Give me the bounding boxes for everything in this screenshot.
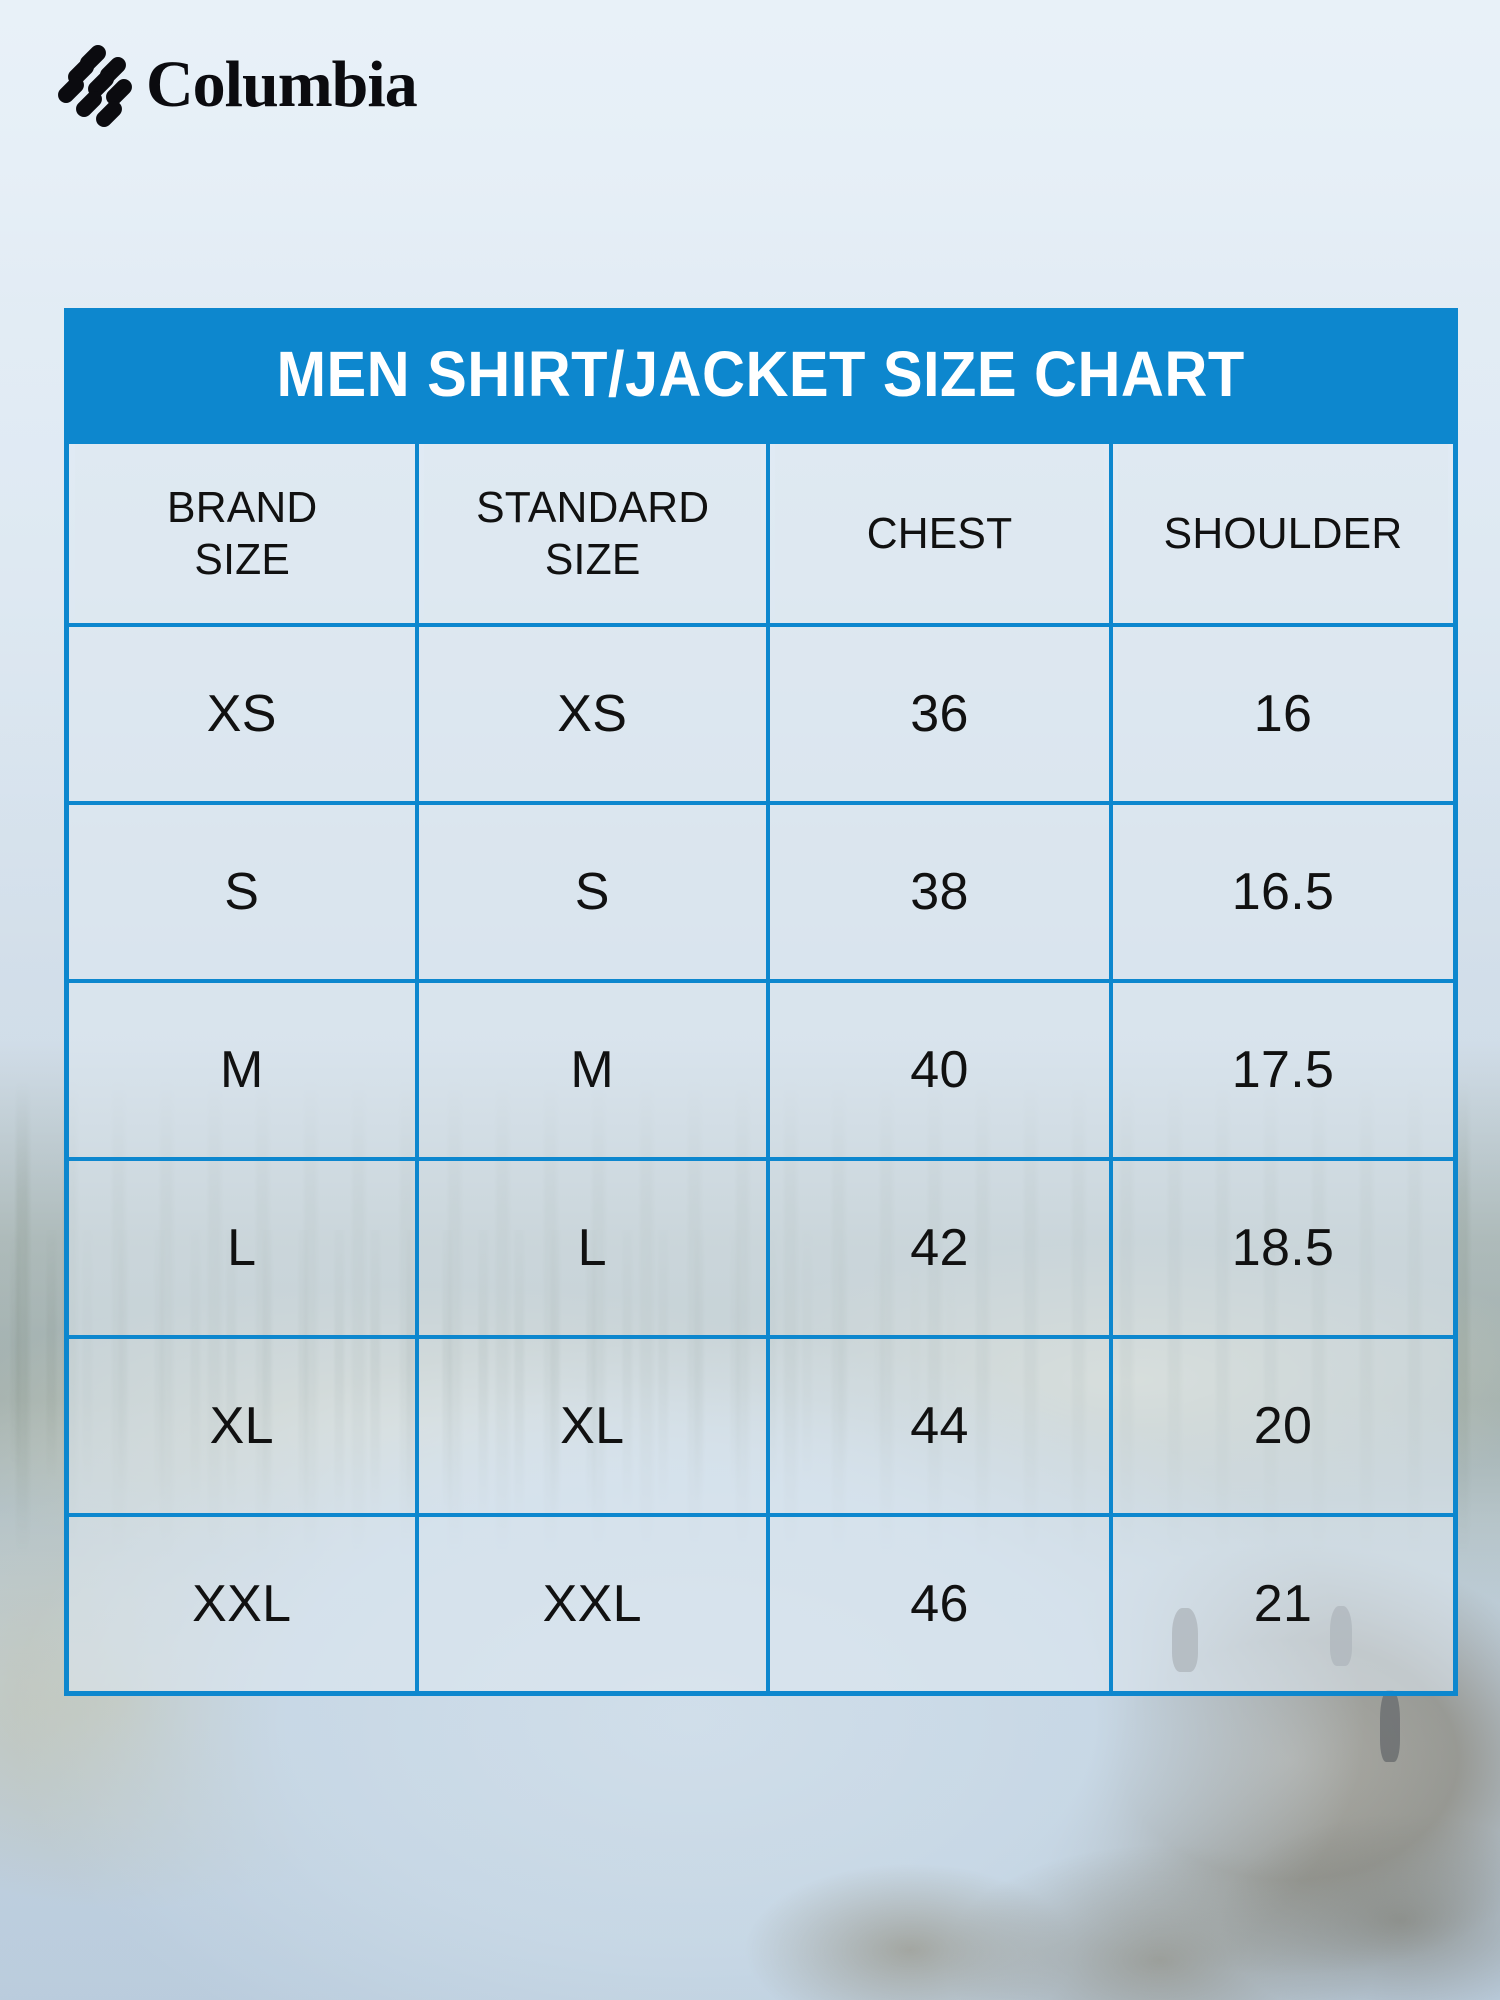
page-title: MEN SHIRT/JACKET SIZE CHART — [276, 338, 1246, 410]
size-chart-title-bar: MEN SHIRT/JACKET SIZE CHART — [64, 308, 1458, 440]
column-header-shoulder: SHOULDER — [1114, 440, 1453, 627]
size-chart-table: BRAND SIZE STANDARD SIZE CHEST SHOULDER — [64, 440, 1458, 1696]
column-header-standard-size-line1: STANDARD — [475, 482, 709, 532]
cell-shoulder: 16 — [1109, 623, 1458, 805]
cell-chest: 40 — [765, 979, 1114, 1161]
table-row: XL XL 44 20 — [64, 1335, 1458, 1517]
column-header-chest-line1: CHEST — [866, 508, 1013, 558]
cell-standard-size: XL — [414, 1335, 770, 1517]
cell-shoulder: 18.5 — [1109, 1157, 1458, 1339]
column-header-shoulder-line1: SHOULDER — [1163, 508, 1403, 558]
cell-standard-size: S — [414, 801, 770, 983]
cell-brand-size: M — [64, 979, 419, 1161]
table-header: BRAND SIZE STANDARD SIZE CHEST SHOULDER — [67, 440, 1456, 627]
cell-standard-size: XXL — [414, 1513, 770, 1695]
table-body: XS XS 36 16 S S 38 16.5 M M 40 17.5 — [64, 623, 1458, 1695]
table-header-row: BRAND SIZE STANDARD SIZE CHEST SHOULDER — [67, 440, 1456, 627]
cell-standard-size: XS — [414, 623, 770, 805]
column-header-standard-size: STANDARD SIZE — [419, 440, 765, 627]
column-header-standard-size-line2: SIZE — [544, 534, 641, 584]
cell-shoulder: 17.5 — [1109, 979, 1458, 1161]
table-row: L L 42 18.5 — [64, 1157, 1458, 1339]
column-header-brand-size: BRAND SIZE — [69, 440, 414, 627]
cell-standard-size: L — [414, 1157, 770, 1339]
cell-brand-size: XL — [64, 1335, 419, 1517]
column-header-brand-size-line1: BRAND — [166, 482, 317, 532]
column-header-chest: CHEST — [771, 440, 1108, 627]
cell-shoulder: 16.5 — [1109, 801, 1458, 983]
column-header-brand-size-line2: SIZE — [193, 534, 290, 584]
cell-brand-size: XS — [64, 623, 419, 805]
columbia-diamond-logo-icon — [54, 41, 136, 131]
table-row: S S 38 16.5 — [64, 801, 1458, 983]
cell-chest: 36 — [765, 623, 1114, 805]
cell-chest: 42 — [765, 1157, 1114, 1339]
cell-brand-size: S — [64, 801, 419, 983]
table-row: M M 40 17.5 — [64, 979, 1458, 1161]
cell-shoulder: 21 — [1109, 1513, 1458, 1695]
cell-chest: 46 — [765, 1513, 1114, 1695]
cell-chest: 38 — [765, 801, 1114, 983]
cell-standard-size: M — [414, 979, 770, 1161]
cell-brand-size: XXL — [64, 1513, 419, 1695]
cell-brand-size: L — [64, 1157, 419, 1339]
cell-shoulder: 20 — [1109, 1335, 1458, 1517]
cell-chest: 44 — [765, 1335, 1114, 1517]
table-row: XS XS 36 16 — [64, 623, 1458, 805]
columbia-wordmark: Columbia — [146, 48, 418, 121]
size-chart-card: MEN SHIRT/JACKET SIZE CHART BRAND SIZE S… — [64, 308, 1458, 1696]
columbia-logo: Columbia — [54, 41, 418, 131]
table-row: XXL XXL 46 21 — [64, 1513, 1458, 1695]
